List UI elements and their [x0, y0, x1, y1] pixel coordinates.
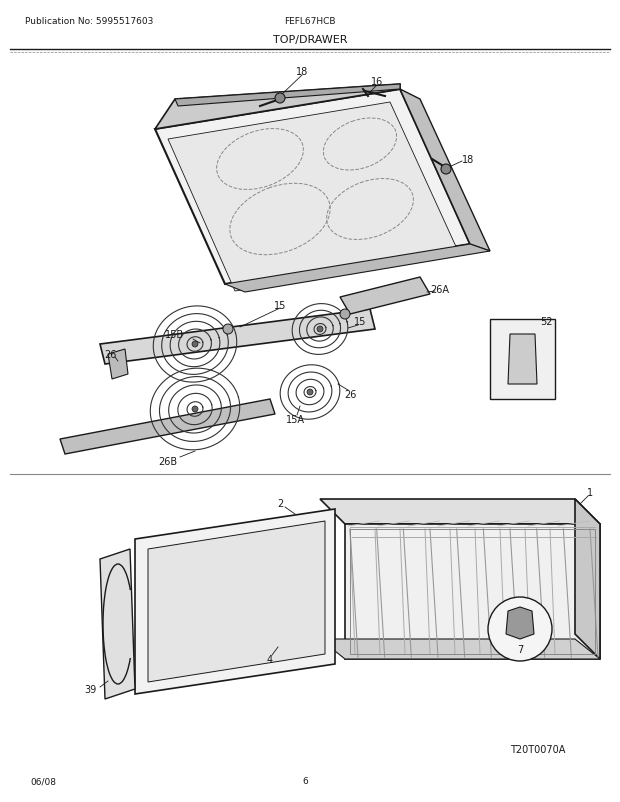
Text: FEFL67HCB: FEFL67HCB — [284, 18, 336, 26]
Polygon shape — [168, 103, 458, 292]
Text: TOP/DRAWER: TOP/DRAWER — [273, 35, 347, 45]
Polygon shape — [148, 521, 325, 683]
Polygon shape — [575, 500, 600, 659]
Text: 7: 7 — [517, 644, 523, 654]
Text: 26: 26 — [104, 350, 116, 359]
Text: 06/08: 06/08 — [30, 776, 56, 785]
Polygon shape — [100, 549, 135, 699]
Circle shape — [192, 407, 198, 412]
Circle shape — [488, 597, 552, 661]
Text: 26A: 26A — [430, 285, 450, 294]
Polygon shape — [225, 245, 490, 293]
Text: 15B: 15B — [166, 330, 185, 339]
Circle shape — [275, 94, 285, 104]
Polygon shape — [340, 277, 430, 314]
Circle shape — [192, 342, 198, 347]
Polygon shape — [345, 525, 600, 659]
Text: 4: 4 — [267, 654, 273, 664]
Text: 15: 15 — [274, 301, 286, 310]
Text: 16: 16 — [371, 77, 383, 87]
Text: 26B: 26B — [159, 456, 177, 467]
Circle shape — [317, 326, 323, 333]
Text: 15A: 15A — [285, 415, 304, 424]
Polygon shape — [100, 310, 375, 365]
Polygon shape — [400, 90, 490, 252]
Text: Publication No: 5995517603: Publication No: 5995517603 — [25, 18, 153, 26]
Text: 2: 2 — [277, 498, 283, 508]
Text: 39: 39 — [84, 684, 96, 695]
Text: 1: 1 — [587, 488, 593, 497]
Polygon shape — [155, 90, 470, 285]
Circle shape — [340, 310, 350, 320]
Polygon shape — [320, 639, 600, 659]
Text: 15: 15 — [354, 317, 366, 326]
Circle shape — [307, 390, 313, 395]
Polygon shape — [506, 607, 534, 639]
Polygon shape — [175, 85, 400, 107]
Polygon shape — [320, 500, 600, 525]
Text: 6: 6 — [302, 776, 308, 785]
Polygon shape — [60, 399, 275, 455]
Text: T20T0070A: T20T0070A — [510, 744, 565, 754]
Text: 52: 52 — [540, 317, 552, 326]
Polygon shape — [108, 350, 128, 379]
Circle shape — [223, 325, 233, 334]
Text: 26: 26 — [344, 390, 356, 399]
Text: 18: 18 — [462, 155, 474, 164]
Text: 18: 18 — [296, 67, 308, 77]
Polygon shape — [135, 509, 335, 695]
Polygon shape — [155, 85, 400, 130]
Circle shape — [441, 164, 451, 175]
Polygon shape — [508, 334, 537, 384]
Polygon shape — [490, 320, 555, 399]
